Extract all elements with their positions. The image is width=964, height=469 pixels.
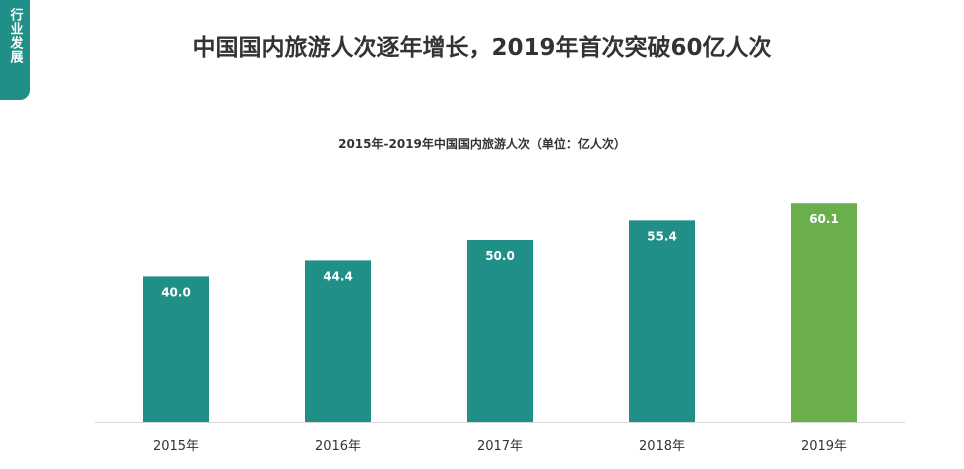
chart-title: 2015年-2019年中国国内旅游人次（单位：亿人次） <box>338 137 626 151</box>
data-label-2016年: 44.4 <box>323 269 353 283</box>
data-label-2015年: 40.0 <box>161 285 191 299</box>
section-tab-label: 行业发展 <box>7 8 23 64</box>
x-tick-label-2017年: 2017年 <box>477 439 523 454</box>
bar-2017年 <box>467 240 533 422</box>
bar-2016年 <box>305 260 371 422</box>
page-title: 中国国内旅游人次逐年增长，2019年首次突破60亿人次 <box>192 35 772 61</box>
bar-2019年 <box>791 203 857 422</box>
bar-2015年 <box>143 276 209 422</box>
section-tab: 行业发展 <box>0 0 30 100</box>
data-label-2019年: 60.1 <box>809 212 839 226</box>
x-tick-label-2018年: 2018年 <box>639 439 685 454</box>
x-tick-label-2016年: 2016年 <box>315 439 361 454</box>
x-tick-label-2015年: 2015年 <box>153 439 199 454</box>
bar-2018年 <box>629 220 695 422</box>
data-label-2017年: 50.0 <box>485 249 515 263</box>
x-tick-label-2019年: 2019年 <box>801 439 847 454</box>
data-label-2018年: 55.4 <box>647 229 677 243</box>
